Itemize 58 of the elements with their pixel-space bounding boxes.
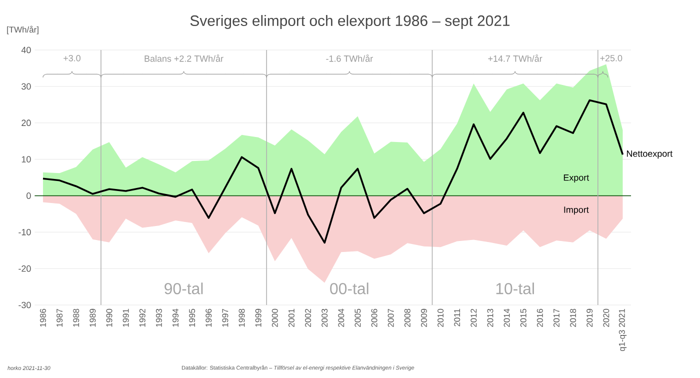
series-label: Import bbox=[564, 206, 589, 215]
x-tick-label: 1987 bbox=[56, 308, 63, 327]
x-tick-label: 2010 bbox=[438, 308, 444, 327]
annotation: 10-tal bbox=[496, 282, 534, 294]
series-label: Nettoexport bbox=[626, 150, 673, 159]
chart-title: Sveriges elimport och elexport 1986 – sept 2021 bbox=[190, 15, 510, 29]
x-tick-label: 1995 bbox=[189, 308, 196, 327]
series-label: Export bbox=[564, 174, 590, 183]
annotation: +25.0 bbox=[600, 54, 622, 62]
annotation: 90-tal bbox=[164, 282, 203, 294]
x-tick-label: 1993 bbox=[156, 308, 162, 327]
x-tick-label: 1996 bbox=[206, 308, 212, 327]
x-tick-label: 2016 bbox=[536, 308, 543, 327]
x-tick-label: 1999 bbox=[255, 308, 262, 327]
text: [TWh/år] bbox=[7, 26, 38, 34]
x-tick-label: 1988 bbox=[73, 308, 80, 327]
y-tick-label: -10 bbox=[18, 228, 31, 236]
x-tick-label: 1986 bbox=[40, 308, 46, 327]
annotation: +3.0 bbox=[64, 54, 80, 62]
x-tick-label: 2007 bbox=[388, 308, 394, 327]
x-tick-label: 2014 bbox=[504, 308, 510, 327]
x-tick-label: 2012 bbox=[470, 308, 477, 327]
x-tick-label: 1989 bbox=[90, 308, 96, 327]
x-tick-label: 2017 bbox=[553, 308, 560, 327]
annotation: Balans +2.2 TWh/år bbox=[144, 54, 224, 62]
x-tick-label: 1994 bbox=[172, 308, 178, 327]
y-tick-label: 40 bbox=[21, 46, 31, 54]
line-series bbox=[42, 99, 624, 244]
x-tick-label: 2020 bbox=[603, 308, 610, 327]
y-tick-label: 20 bbox=[22, 120, 31, 126]
annotation: 00-tal bbox=[330, 282, 368, 294]
x-tick-label: 1990 bbox=[106, 308, 112, 327]
x-tick-label: 2009 bbox=[420, 308, 427, 327]
x-tick-label: 2001 bbox=[288, 308, 294, 327]
x-tick-label: 1991 bbox=[122, 308, 129, 327]
x-tick-label: 2015 bbox=[520, 308, 526, 327]
annotation: -1.6 TWh/år bbox=[326, 54, 373, 62]
x-tick-label: 2008 bbox=[404, 308, 410, 327]
y-tick-label: -30 bbox=[18, 302, 31, 308]
y-tick-label: 0 bbox=[26, 192, 31, 199]
x-tick-label: 2005 bbox=[354, 308, 361, 327]
x-tick-label: 2000 bbox=[272, 308, 278, 327]
y-tick-label: 10 bbox=[22, 156, 31, 162]
x-tick-label: 1992 bbox=[139, 308, 146, 327]
x-tick-label: 2019 bbox=[586, 308, 593, 327]
x-tick-label: 2018 bbox=[570, 308, 576, 327]
x-tick-label: 2003 bbox=[322, 308, 328, 327]
x-tick-label: 1997 bbox=[222, 308, 228, 327]
x-tick-label: 1998 bbox=[238, 308, 245, 327]
annotation: +14.7 TWh/år bbox=[488, 54, 542, 62]
x-tick-label: 2004 bbox=[338, 308, 344, 327]
x-tick-label: 2011 bbox=[454, 308, 460, 326]
x-tick-label: 2013 bbox=[487, 308, 494, 327]
x-tick-label: 2002 bbox=[305, 308, 312, 327]
y-tick-label: 30 bbox=[22, 83, 31, 90]
y-tick-label: -20 bbox=[18, 265, 31, 272]
x-tick-label: 2006 bbox=[371, 308, 378, 327]
x-tick-label: q1-q3 2021 bbox=[618, 308, 627, 352]
